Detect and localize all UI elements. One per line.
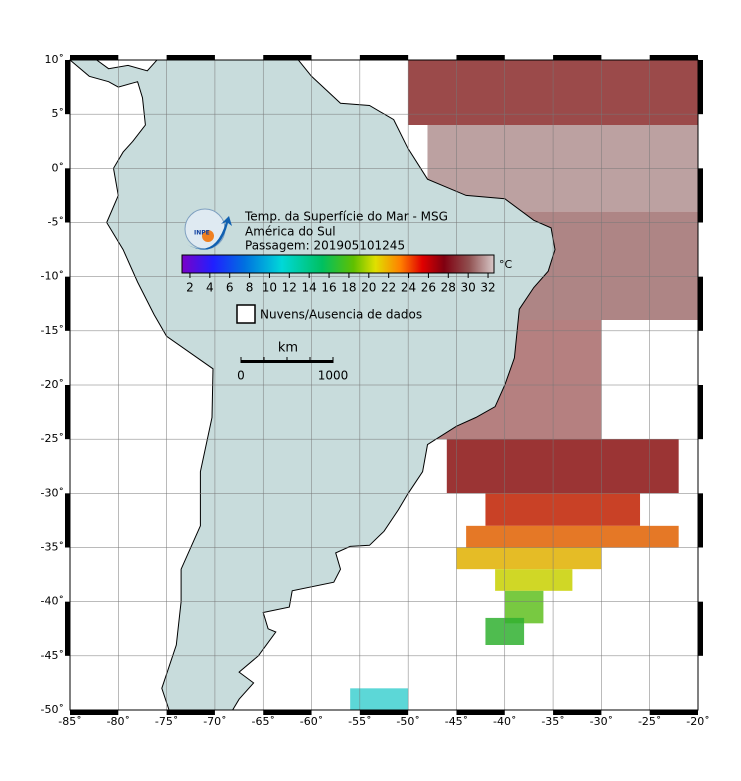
colorbar-label: 4 — [206, 281, 214, 295]
lat-tick-label: 10˚ — [45, 53, 65, 66]
frame-seg — [698, 60, 703, 115]
frame-seg — [698, 276, 703, 331]
frame-seg — [166, 55, 215, 60]
scale-unit: km — [278, 341, 298, 356]
lat-tick-label: -30˚ — [41, 486, 64, 499]
overlay: -85˚ -80˚ -75˚ -70˚ -65˚ -60˚ -55˚ -50˚ -45˚ -40˚… — [41, 53, 710, 728]
colorbar-label: 2 — [186, 281, 194, 295]
frame-seg — [70, 55, 119, 60]
colorbar-label: 10 — [262, 281, 277, 295]
logo-arrow — [186, 216, 232, 250]
colorbar-unit: °C — [499, 258, 513, 271]
sst-patch — [504, 590, 544, 624]
colorbar-label: 26 — [421, 281, 436, 295]
frame-seg — [698, 601, 703, 656]
lon-tick-label: -75˚ — [155, 715, 178, 728]
scale-start: 0 — [237, 369, 245, 383]
frame-seg — [65, 601, 70, 656]
frame-seg — [698, 168, 703, 223]
lat-tick-label: -35˚ — [41, 541, 64, 554]
colorbar-label: 20 — [361, 281, 376, 295]
lat-tick-label: -15˚ — [41, 324, 64, 337]
colorbar-label: 6 — [226, 281, 234, 295]
lon-tick-label: -60˚ — [300, 715, 323, 728]
lon-tick-label: -35˚ — [541, 715, 564, 728]
lon-tick-label: -40˚ — [493, 715, 516, 728]
title: Temp. da Superfície do Mar - MSG — [244, 210, 448, 224]
lon-tick-label: -65˚ — [251, 715, 274, 728]
colorbar — [181, 254, 495, 274]
lat-tick-label: 0˚ — [52, 161, 65, 174]
sst-patch — [485, 493, 641, 526]
colorbar-label: 12 — [282, 281, 297, 295]
lat-tick-label: -20˚ — [41, 378, 64, 391]
colorbar-label: 24 — [401, 281, 416, 295]
cloud-legend: Nuvens/Ausencia de dados — [260, 308, 422, 322]
frame-seg — [456, 710, 505, 715]
logo-dot — [202, 230, 214, 242]
sst-patch — [456, 547, 602, 570]
frame-seg — [698, 385, 703, 440]
map-area — [70, 60, 698, 710]
lat-tick-label: -45˚ — [41, 649, 64, 662]
logo-text: INPE — [194, 230, 210, 237]
lon-tick-label: -55˚ — [348, 715, 371, 728]
frame-seg — [553, 55, 602, 60]
colorbar-label: 14 — [302, 281, 317, 295]
frame-seg — [263, 55, 312, 60]
lat-tick-label: -25˚ — [41, 432, 64, 445]
sst-patch — [446, 439, 679, 494]
sst-patch — [466, 525, 679, 548]
frame-seg — [649, 55, 698, 60]
cloud-swatch — [236, 304, 256, 324]
lat-tick-label: -40˚ — [41, 595, 64, 608]
frame-seg — [65, 276, 70, 331]
frame-seg — [553, 710, 602, 715]
frame-seg — [65, 493, 70, 548]
frame-seg — [65, 60, 70, 115]
region: América do Sul — [245, 225, 336, 239]
lon-tick-label: -20˚ — [686, 715, 709, 728]
lon-tick-label: -50˚ — [396, 715, 419, 728]
colorbar-label: 30 — [461, 281, 476, 295]
frame-seg — [166, 710, 215, 715]
frame-seg — [456, 55, 505, 60]
frame-seg — [698, 493, 703, 548]
pass: Passagem: 201905101245 — [245, 239, 405, 253]
frame-seg — [359, 55, 409, 60]
frame-seg — [70, 710, 119, 715]
scale-end: 1000 — [318, 369, 349, 383]
colorbar-label: 18 — [341, 281, 356, 295]
sst-patch — [495, 569, 573, 591]
lon-tick-label: -30˚ — [590, 715, 613, 728]
colorbar-label: 22 — [381, 281, 396, 295]
colorbar-label: 16 — [321, 281, 336, 295]
lat-tick-label: -5˚ — [48, 216, 64, 229]
colorbar-label: 32 — [480, 281, 495, 295]
frame-seg — [65, 168, 70, 223]
frame-seg — [359, 710, 409, 715]
lon-tick-label: -70˚ — [203, 715, 226, 728]
frame-seg — [649, 710, 698, 715]
lon-tick-label: -45˚ — [445, 715, 468, 728]
lat-tick-label: -50˚ — [41, 703, 64, 716]
colorbar-label: 28 — [441, 281, 456, 295]
lon-tick-label: -85˚ — [58, 715, 81, 728]
lat-tick-label: 5˚ — [52, 107, 65, 120]
lat-tick-label: -10˚ — [41, 270, 64, 283]
frame-seg — [65, 385, 70, 440]
frame-seg — [263, 710, 312, 715]
lon-tick-label: -25˚ — [638, 715, 661, 728]
colorbar-label: 8 — [246, 281, 254, 295]
lon-tick-label: -80˚ — [107, 715, 130, 728]
sst-patch — [350, 688, 409, 710]
